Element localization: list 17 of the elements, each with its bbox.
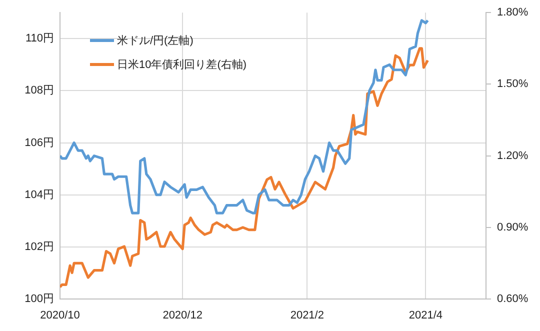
legend-label: 日米10年債利回り差(右軸)	[117, 58, 247, 72]
y2-tick-label: 1.50%	[497, 78, 528, 90]
y-tick-label: 100円	[24, 293, 54, 306]
y-tick-label: 110円	[25, 32, 54, 45]
y-tick-label: 106円	[24, 136, 54, 149]
y2-tick-label: 0.90%	[497, 221, 528, 234]
y2-tick-label: 1.80%	[497, 6, 528, 19]
y-tick-label: 102円	[24, 240, 54, 253]
x-tick-label: 2020/12	[162, 310, 202, 322]
x-tick-label: 2021/4	[408, 310, 443, 322]
legend-label: 米ドル/円(左軸)	[117, 34, 194, 48]
y-tick-label: 108円	[24, 84, 54, 97]
x-tick-label: 2020/10	[40, 310, 80, 322]
y-tick-label: 104円	[24, 188, 54, 201]
x-tick-label: 2021/2	[290, 310, 324, 322]
y2-tick-label: 1.20%	[497, 150, 528, 162]
y2-tick-label: 0.60%	[497, 293, 528, 306]
